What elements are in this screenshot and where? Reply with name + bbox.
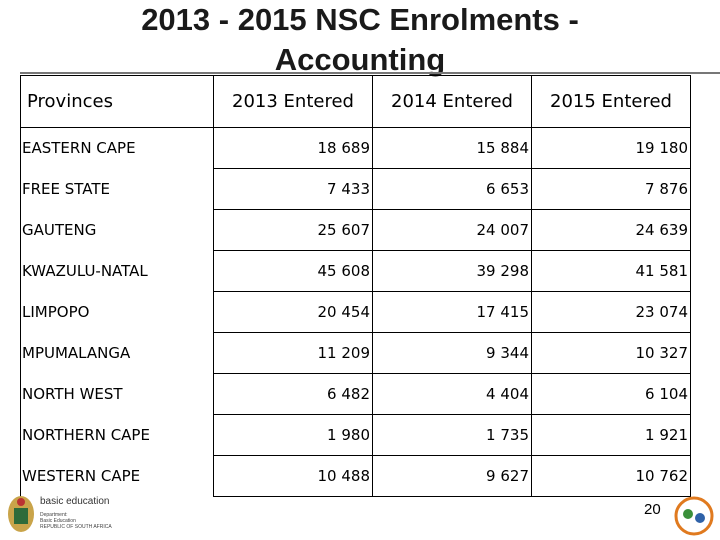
value-cell: 9 627 xyxy=(372,455,532,497)
data-table: Provinces 2013 Entered 2014 Entered 2015 En… xyxy=(20,75,691,497)
value-cell: 4 404 xyxy=(372,373,532,415)
header-row: Provinces 2013 Entered 2014 Entered 2015 En… xyxy=(20,75,691,128)
table-row: NORTH WEST 6 482 4 404 6 104 xyxy=(20,373,691,415)
value-cell: 10 327 xyxy=(531,332,691,374)
value-cell: 9 344 xyxy=(372,332,532,374)
table-row: WESTERN CAPE 10 488 9 627 10 762 xyxy=(20,455,691,497)
value-cell: 15 884 xyxy=(372,127,532,169)
table-row: GAUTENG 25 607 24 007 24 639 xyxy=(20,209,691,251)
coat-of-arms xyxy=(8,496,34,532)
value-cell: 39 298 xyxy=(372,250,532,292)
value-cell: 41 581 xyxy=(531,250,691,292)
table-row: KWAZULU-NATAL 45 608 39 298 41 581 xyxy=(20,250,691,292)
value-cell: 18 689 xyxy=(213,127,373,169)
province-cell: WESTERN CAPE xyxy=(20,455,214,497)
province-cell: NORTHERN CAPE xyxy=(20,414,214,456)
table-row: LIMPOPO 20 454 17 415 23 074 xyxy=(20,291,691,333)
province-cell: KWAZULU-NATAL xyxy=(20,250,214,292)
value-cell: 23 074 xyxy=(531,291,691,333)
column-header: Provinces xyxy=(20,75,214,128)
value-cell: 6 482 xyxy=(213,373,373,415)
province-cell: LIMPOPO xyxy=(20,291,214,333)
value-cell: 20 454 xyxy=(213,291,373,333)
province-cell: FREE STATE xyxy=(20,168,214,210)
column-header: 2015 Entered xyxy=(531,75,691,128)
value-cell: 10 488 xyxy=(213,455,373,497)
value-cell: 6 653 xyxy=(372,168,532,210)
value-cell: 17 415 xyxy=(372,291,532,333)
value-cell: 6 104 xyxy=(531,373,691,415)
value-cell: 10 762 xyxy=(531,455,691,497)
province-cell: GAUTENG xyxy=(20,209,214,251)
value-cell: 1 980 xyxy=(213,414,373,456)
value-cell: 1 735 xyxy=(372,414,532,456)
table-row: MPUMALANGA 11 209 9 344 10 327 xyxy=(20,332,691,374)
logo-line: Basic Education xyxy=(40,518,76,524)
table-row: NORTHERN CAPE 1 980 1 735 1 921 xyxy=(20,414,691,456)
title-rule xyxy=(20,72,720,74)
value-cell: 7 433 xyxy=(213,168,373,210)
page-number: 20 xyxy=(644,501,661,518)
logo-title: basic education xyxy=(40,496,110,507)
column-header: 2014 Entered xyxy=(372,75,532,128)
value-cell: 25 607 xyxy=(213,209,373,251)
badge-logo xyxy=(674,496,714,536)
province-cell: NORTH WEST xyxy=(20,373,214,415)
value-cell: 24 007 xyxy=(372,209,532,251)
province-cell: EASTERN CAPE xyxy=(20,127,214,169)
province-cell: MPUMALANGA xyxy=(20,332,214,374)
value-cell: 45 608 xyxy=(213,250,373,292)
value-cell: 7 876 xyxy=(531,168,691,210)
logo-line: REPUBLIC OF SOUTH AFRICA xyxy=(40,524,112,530)
table-row: EASTERN CAPE 18 689 15 884 19 180 xyxy=(20,127,691,169)
slide-title: 2013 - 2015 NSC Enrolments - Accounting xyxy=(141,2,579,77)
value-cell: 1 921 xyxy=(531,414,691,456)
table-row: FREE STATE 7 433 6 653 7 876 xyxy=(20,168,691,210)
column-header: 2013 Entered xyxy=(213,75,373,128)
logo-line: Department: xyxy=(40,512,68,518)
value-cell: 24 639 xyxy=(531,209,691,251)
logo: basic education Department: Basic Educat… xyxy=(4,490,134,538)
value-cell: 11 209 xyxy=(213,332,373,374)
value-cell: 19 180 xyxy=(531,127,691,169)
